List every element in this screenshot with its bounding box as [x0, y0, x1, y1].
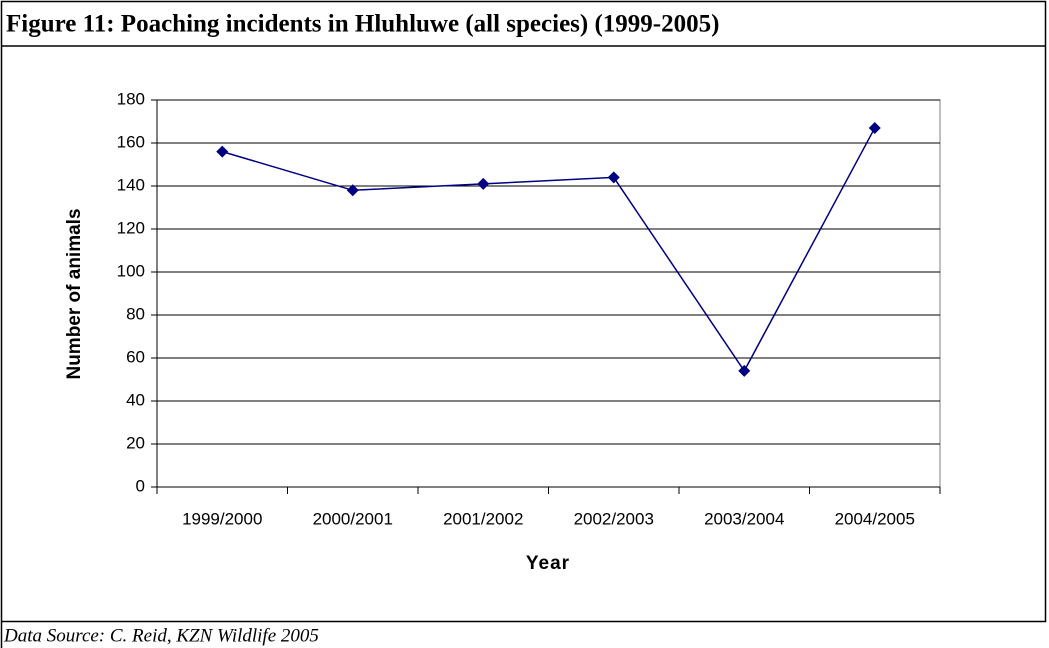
y-tick-label: 0: [136, 476, 145, 495]
data-line: [222, 127, 876, 373]
x-axis-title: Year: [526, 553, 570, 574]
y-axis-title: Number of animals: [64, 208, 85, 379]
chart-title: Figure 11: Poaching incidents in Hluhluw…: [6, 11, 719, 38]
y-tick-label: 100: [117, 261, 145, 280]
x-tick-label: 2002/2003: [574, 509, 654, 528]
y-tick-label: 180: [117, 89, 145, 108]
y-tick-label: 160: [117, 132, 145, 151]
x-tick-label: 2003/2004: [704, 509, 784, 528]
y-tick-label: 120: [117, 218, 145, 237]
data-point: [477, 177, 490, 190]
data-point: [346, 184, 359, 197]
y-tick-label: 40: [126, 390, 145, 409]
x-tick-label: 2000/2001: [313, 509, 393, 528]
x-tick-label: 2001/2002: [443, 509, 523, 528]
plot-area: [156, 99, 941, 488]
y-tick-label: 80: [126, 304, 145, 323]
data-point: [738, 364, 751, 377]
data-point: [607, 171, 620, 184]
y-tick-label: 140: [117, 175, 145, 194]
x-tick-label: 2004/2005: [835, 509, 915, 528]
frame: [0, 0, 1047, 623]
data-point: [868, 121, 881, 134]
source-note: Data Source: C. Reid, KZN Wildlife 2005: [3, 625, 319, 646]
data-point: [216, 145, 229, 158]
y-tick-label: 60: [126, 347, 145, 366]
y-tick-label: 20: [126, 433, 145, 452]
x-tick-label: 1999/2000: [182, 509, 262, 528]
